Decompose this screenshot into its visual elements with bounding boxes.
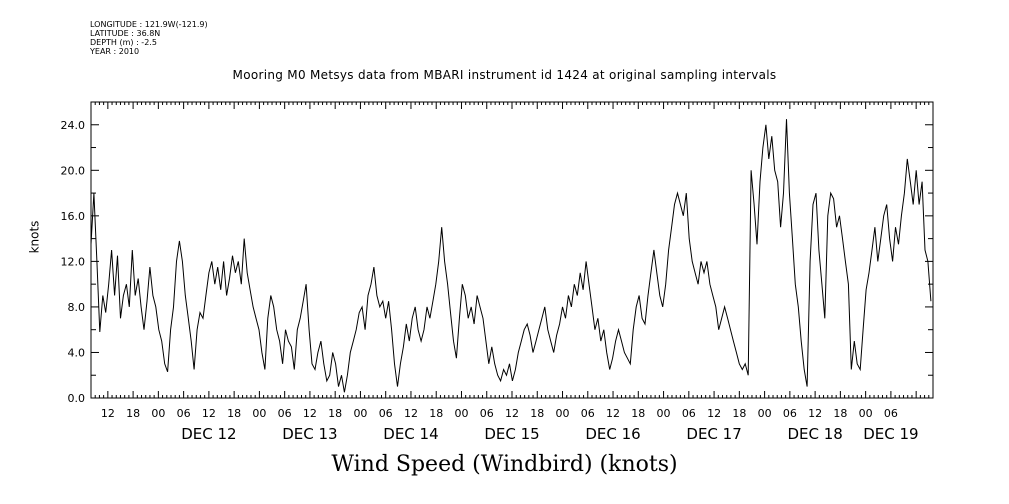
x-hour-label: 18: [227, 407, 241, 420]
x-hour-label: 12: [505, 407, 519, 420]
x-hour-label: 18: [429, 407, 443, 420]
y-tick-label: 16.0: [61, 210, 86, 223]
x-hour-label: 06: [177, 407, 191, 420]
x-day-label: DEC 14: [383, 425, 438, 443]
y-tick-label: 24.0: [61, 119, 86, 132]
x-hour-label: 00: [454, 407, 468, 420]
wind-speed-series-line: [90, 119, 932, 393]
x-day-label: DEC 12: [181, 425, 236, 443]
x-hour-label: 00: [151, 407, 165, 420]
x-day-label: DEC 15: [484, 425, 539, 443]
x-hour-label: 18: [126, 407, 140, 420]
x-hour-label: 00: [353, 407, 367, 420]
x-hour-label: 12: [202, 407, 216, 420]
x-day-label: DEC 17: [686, 425, 741, 443]
plot-frame: [90, 101, 934, 399]
latitude-text: LATITUDE : 36.8N: [90, 29, 161, 38]
x-hour-label: 06: [783, 407, 797, 420]
metadata-block: LONGITUDE : 121.9W(-121.9) LATITUDE : 36…: [90, 20, 208, 56]
x-hour-label: 00: [556, 407, 570, 420]
x-hour-label: 18: [530, 407, 544, 420]
x-hour-label: 06: [278, 407, 292, 420]
y-tick-label: 12.0: [61, 255, 86, 268]
x-hour-label: 18: [833, 407, 847, 420]
x-axis-ticks: 12 18 00 06 12 18 00 06 12 18 00 06 12 18 00 06 12 18 00 06…: [90, 102, 934, 443]
y-tick-label: 4.0: [68, 346, 86, 359]
year-text: YEAR : 2010: [90, 47, 140, 56]
x-day-label: DEC 16: [585, 425, 640, 443]
x-hour-label: 12: [404, 407, 418, 420]
chart-title: Mooring M0 Metsys data from MBARI instru…: [232, 68, 777, 82]
x-hour-label: 06: [682, 407, 696, 420]
series-group: [90, 119, 932, 393]
x-hour-label: 12: [707, 407, 721, 420]
x-hour-label: 00: [859, 407, 873, 420]
x-hour-label: 06: [480, 407, 494, 420]
x-hour-label: 18: [732, 407, 746, 420]
x-hour-label: 18: [631, 407, 645, 420]
x-hour-label: 00: [758, 407, 772, 420]
x-hour-label: 12: [303, 407, 317, 420]
x-hour-label: 06: [581, 407, 595, 420]
y-axis-ticks: 0.0 4.0 8.0 12.0 16.0 20.0 24.0: [61, 101, 933, 405]
x-hour-label: 12: [808, 407, 822, 420]
y-tick-label: 8.0: [68, 301, 86, 314]
x-day-label: DEC 19: [863, 425, 918, 443]
x-hour-label: 12: [101, 407, 115, 420]
x-hour-label: 12: [606, 407, 620, 420]
y-tick-label: 20.0: [61, 164, 86, 177]
x-hour-label: 00: [252, 407, 266, 420]
x-day-label: DEC 13: [282, 425, 337, 443]
depth-text: DEPTH (m) : -2.5: [90, 38, 157, 47]
x-hour-label: 00: [657, 407, 671, 420]
x-axis-label: Wind Speed (Windbird) (knots): [331, 452, 678, 477]
x-day-label: DEC 18: [787, 425, 842, 443]
x-hour-label: 18: [328, 407, 342, 420]
longitude-text: LONGITUDE : 121.9W(-121.9): [90, 20, 208, 29]
x-hour-label: 06: [884, 407, 898, 420]
x-hour-label: 06: [379, 407, 393, 420]
y-tick-label: 0.0: [68, 392, 86, 405]
